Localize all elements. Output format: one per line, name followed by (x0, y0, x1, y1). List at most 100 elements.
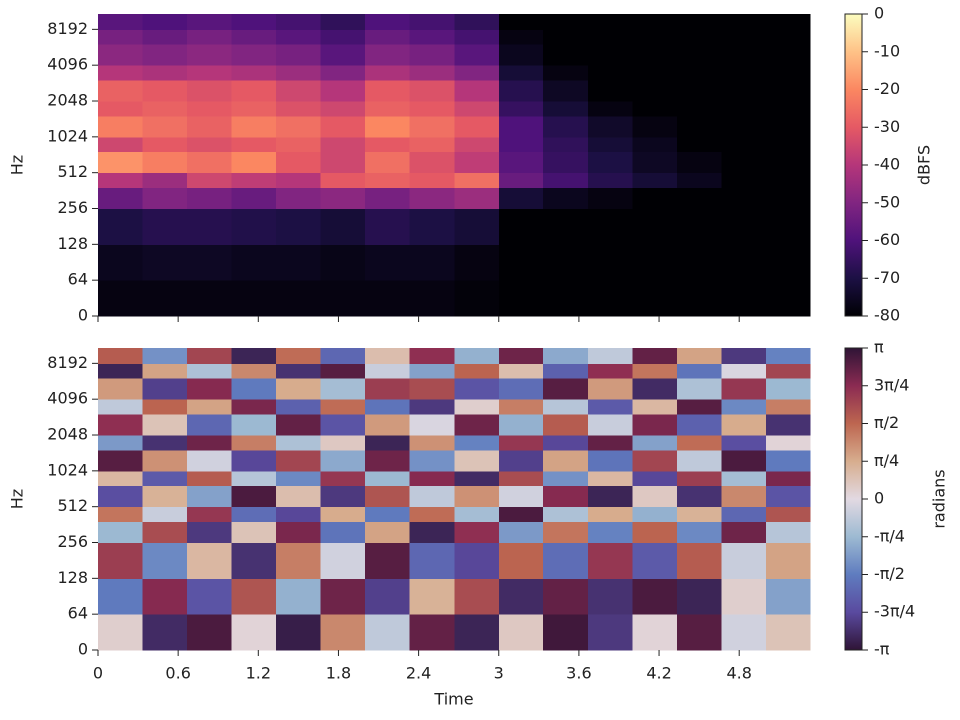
y-tick-label: 4096 (47, 55, 88, 74)
heatmap-cell (632, 29, 678, 45)
heatmap-cell (587, 485, 633, 508)
heatmap-cell (365, 208, 411, 245)
heatmap-cell (543, 151, 589, 174)
heatmap-cell (498, 65, 544, 81)
heatmap-cell (454, 449, 500, 472)
heatmap-cell (187, 614, 233, 651)
heatmap-cell (98, 614, 143, 651)
heatmap-cell (454, 172, 500, 189)
heatmap-cell (632, 44, 678, 66)
heatmap-cell (98, 44, 143, 66)
heatmap-cell (587, 14, 633, 30)
colorbar (844, 347, 863, 651)
heatmap-cell (721, 485, 767, 508)
heatmap-cell (543, 80, 589, 102)
heatmap-cell (276, 65, 322, 81)
heatmap-cell (365, 115, 411, 138)
heatmap-cell (409, 521, 455, 544)
heatmap-cell (676, 208, 722, 245)
heatmap-cell (765, 115, 811, 138)
x-axis-label: Time (433, 690, 473, 709)
heatmap-cell (98, 101, 143, 117)
heatmap-cell (632, 414, 678, 436)
heatmap-cell (276, 470, 322, 487)
heatmap-cell (765, 151, 811, 174)
heatmap-cell (454, 29, 500, 45)
heatmap-cell (276, 614, 322, 651)
x-tick-label: 2.4 (406, 664, 431, 683)
heatmap-cell (587, 115, 633, 138)
heatmap-cell (98, 65, 143, 81)
heatmap-cell (365, 614, 411, 651)
heatmap-cell (543, 115, 589, 138)
heatmap-cell (765, 363, 811, 379)
heatmap-cell (409, 435, 455, 451)
heatmap-cell (454, 414, 500, 436)
heatmap-cell (276, 485, 322, 508)
x-tick-label: 0.6 (165, 664, 190, 683)
heatmap-cell (543, 136, 589, 153)
heatmap-cell (721, 542, 767, 579)
heatmap-cell (365, 151, 411, 174)
heatmap-cell (543, 435, 589, 451)
heatmap-cell (409, 29, 455, 45)
heatmap-cell (142, 578, 188, 615)
heatmap-cell (721, 208, 767, 245)
heatmap-cell (231, 101, 277, 117)
heatmap-cell (721, 506, 767, 523)
heatmap-cell (721, 172, 767, 189)
heatmap-cell (676, 101, 722, 117)
heatmap-cell (409, 115, 455, 138)
heatmap-cell (543, 542, 589, 579)
heatmap-cell (543, 614, 589, 651)
heatmap-cell (320, 280, 366, 317)
heatmap-cell (409, 136, 455, 153)
heatmap-cell (187, 151, 233, 174)
heatmap-cell (142, 280, 188, 317)
heatmap-cell (98, 14, 143, 30)
heatmap-cell (498, 435, 544, 451)
heatmap-cell (187, 449, 233, 472)
heatmap-cell (409, 378, 455, 400)
heatmap-cell (409, 449, 455, 472)
heatmap-cell (98, 136, 143, 153)
heatmap-cell (276, 348, 322, 364)
heatmap-cell (98, 578, 143, 615)
heatmap-cell (276, 542, 322, 579)
y-tick-label: 256 (57, 532, 88, 551)
heatmap-cell (454, 435, 500, 451)
heatmap-cell (142, 29, 188, 45)
heatmap-cell (587, 506, 633, 523)
y-tick-label: 64 (68, 604, 88, 623)
heatmap-cell (498, 485, 544, 508)
heatmap-cell (676, 280, 722, 317)
heatmap-cell (676, 485, 722, 508)
heatmap-cell (765, 506, 811, 523)
colorbar-tick-label: -20 (874, 79, 900, 98)
heatmap-cell (409, 65, 455, 81)
x-tick-label: 0 (93, 664, 103, 683)
heatmap-cell (142, 151, 188, 174)
heatmap-cell (320, 244, 366, 281)
heatmap-cell (320, 80, 366, 102)
heatmap-cell (721, 363, 767, 379)
colorbar-tick-label: -70 (874, 268, 900, 287)
heatmap-cell (320, 29, 366, 45)
heatmap-cell (231, 435, 277, 451)
heatmap-cell (187, 29, 233, 45)
heatmap-cell (320, 399, 366, 415)
heatmap-cell (498, 614, 544, 651)
heatmap-cell (676, 399, 722, 415)
y-tick-label: 1024 (47, 460, 88, 479)
heatmap-cell (543, 44, 589, 66)
heatmap-cell (765, 187, 811, 210)
heatmap-cell (498, 44, 544, 66)
heatmap-cell (142, 136, 188, 153)
heatmap-cell (320, 14, 366, 30)
colorbar-tick-label: -π/4 (874, 526, 905, 545)
heatmap-cell (587, 578, 633, 615)
heatmap-cell (676, 542, 722, 579)
heatmap-cell (587, 521, 633, 544)
heatmap-cell (676, 414, 722, 436)
heatmap-cell (498, 187, 544, 210)
